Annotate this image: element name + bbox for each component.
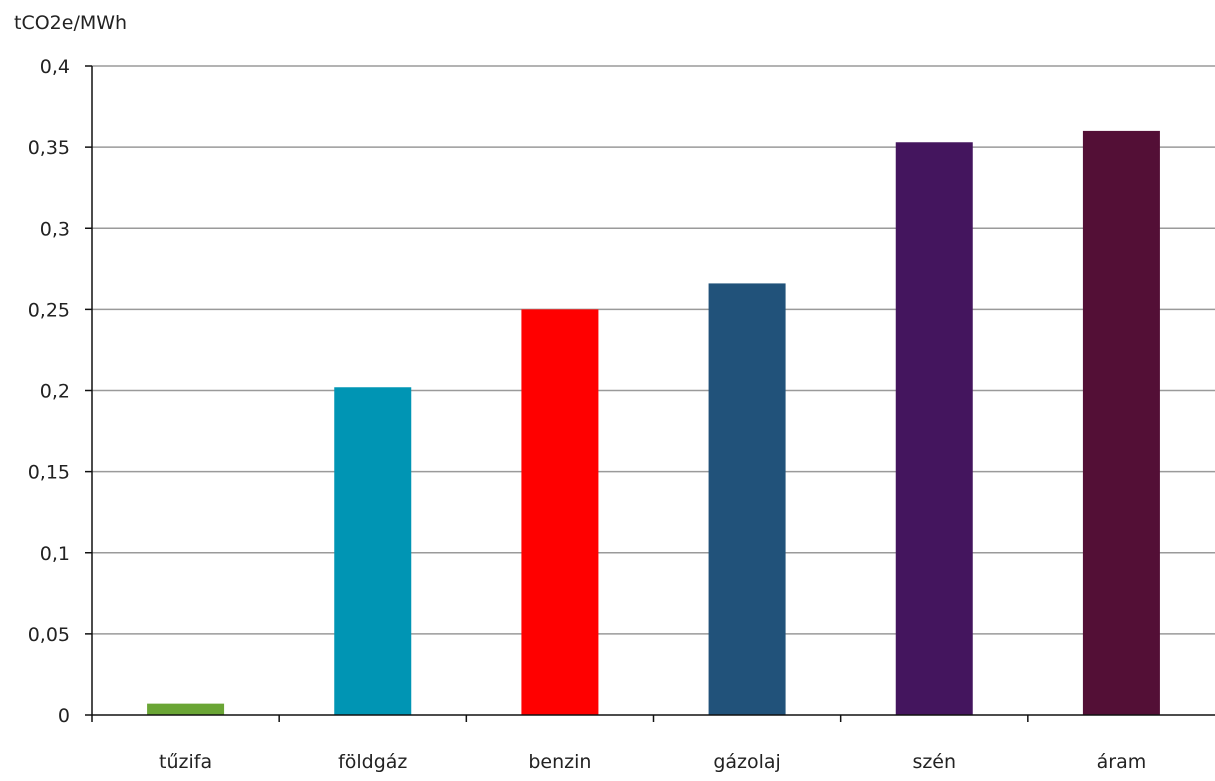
bar <box>521 309 599 715</box>
y-tick-label: 0,3 <box>40 218 70 240</box>
y-tick-label: 0,2 <box>40 381 70 403</box>
bar <box>147 703 225 715</box>
bar <box>1082 130 1160 715</box>
y-tick-label: 0,1 <box>40 543 70 565</box>
x-tick-label: benzin <box>528 751 591 773</box>
y-tick-label: 0,25 <box>28 299 70 321</box>
x-tick-label: áram <box>1097 751 1147 773</box>
bar <box>334 387 412 715</box>
bar <box>895 142 973 715</box>
bar <box>708 283 786 715</box>
gridlines <box>92 65 1215 635</box>
x-tick-label: tűzifa <box>159 751 212 773</box>
y-axis-unit-label: tCO2e/MWh <box>14 12 128 34</box>
x-tick-label: szén <box>912 751 956 773</box>
tick-labels: 0 0,05 0,1 0,15 0,2 0,25 0,3 0,35 0,4 tűzifa földg… <box>28 56 1147 773</box>
y-tick-label: 0,35 <box>28 137 70 159</box>
x-tick-label: gázolaj <box>713 751 781 773</box>
y-tick-label: 0,05 <box>28 624 70 646</box>
axes <box>85 65 1215 722</box>
y-tick-label: 0,15 <box>28 462 70 484</box>
y-tick-label: 0 <box>58 705 70 727</box>
bars <box>147 130 1160 715</box>
x-tick-label: földgáz <box>338 751 407 773</box>
y-tick-label: 0,4 <box>40 56 70 78</box>
